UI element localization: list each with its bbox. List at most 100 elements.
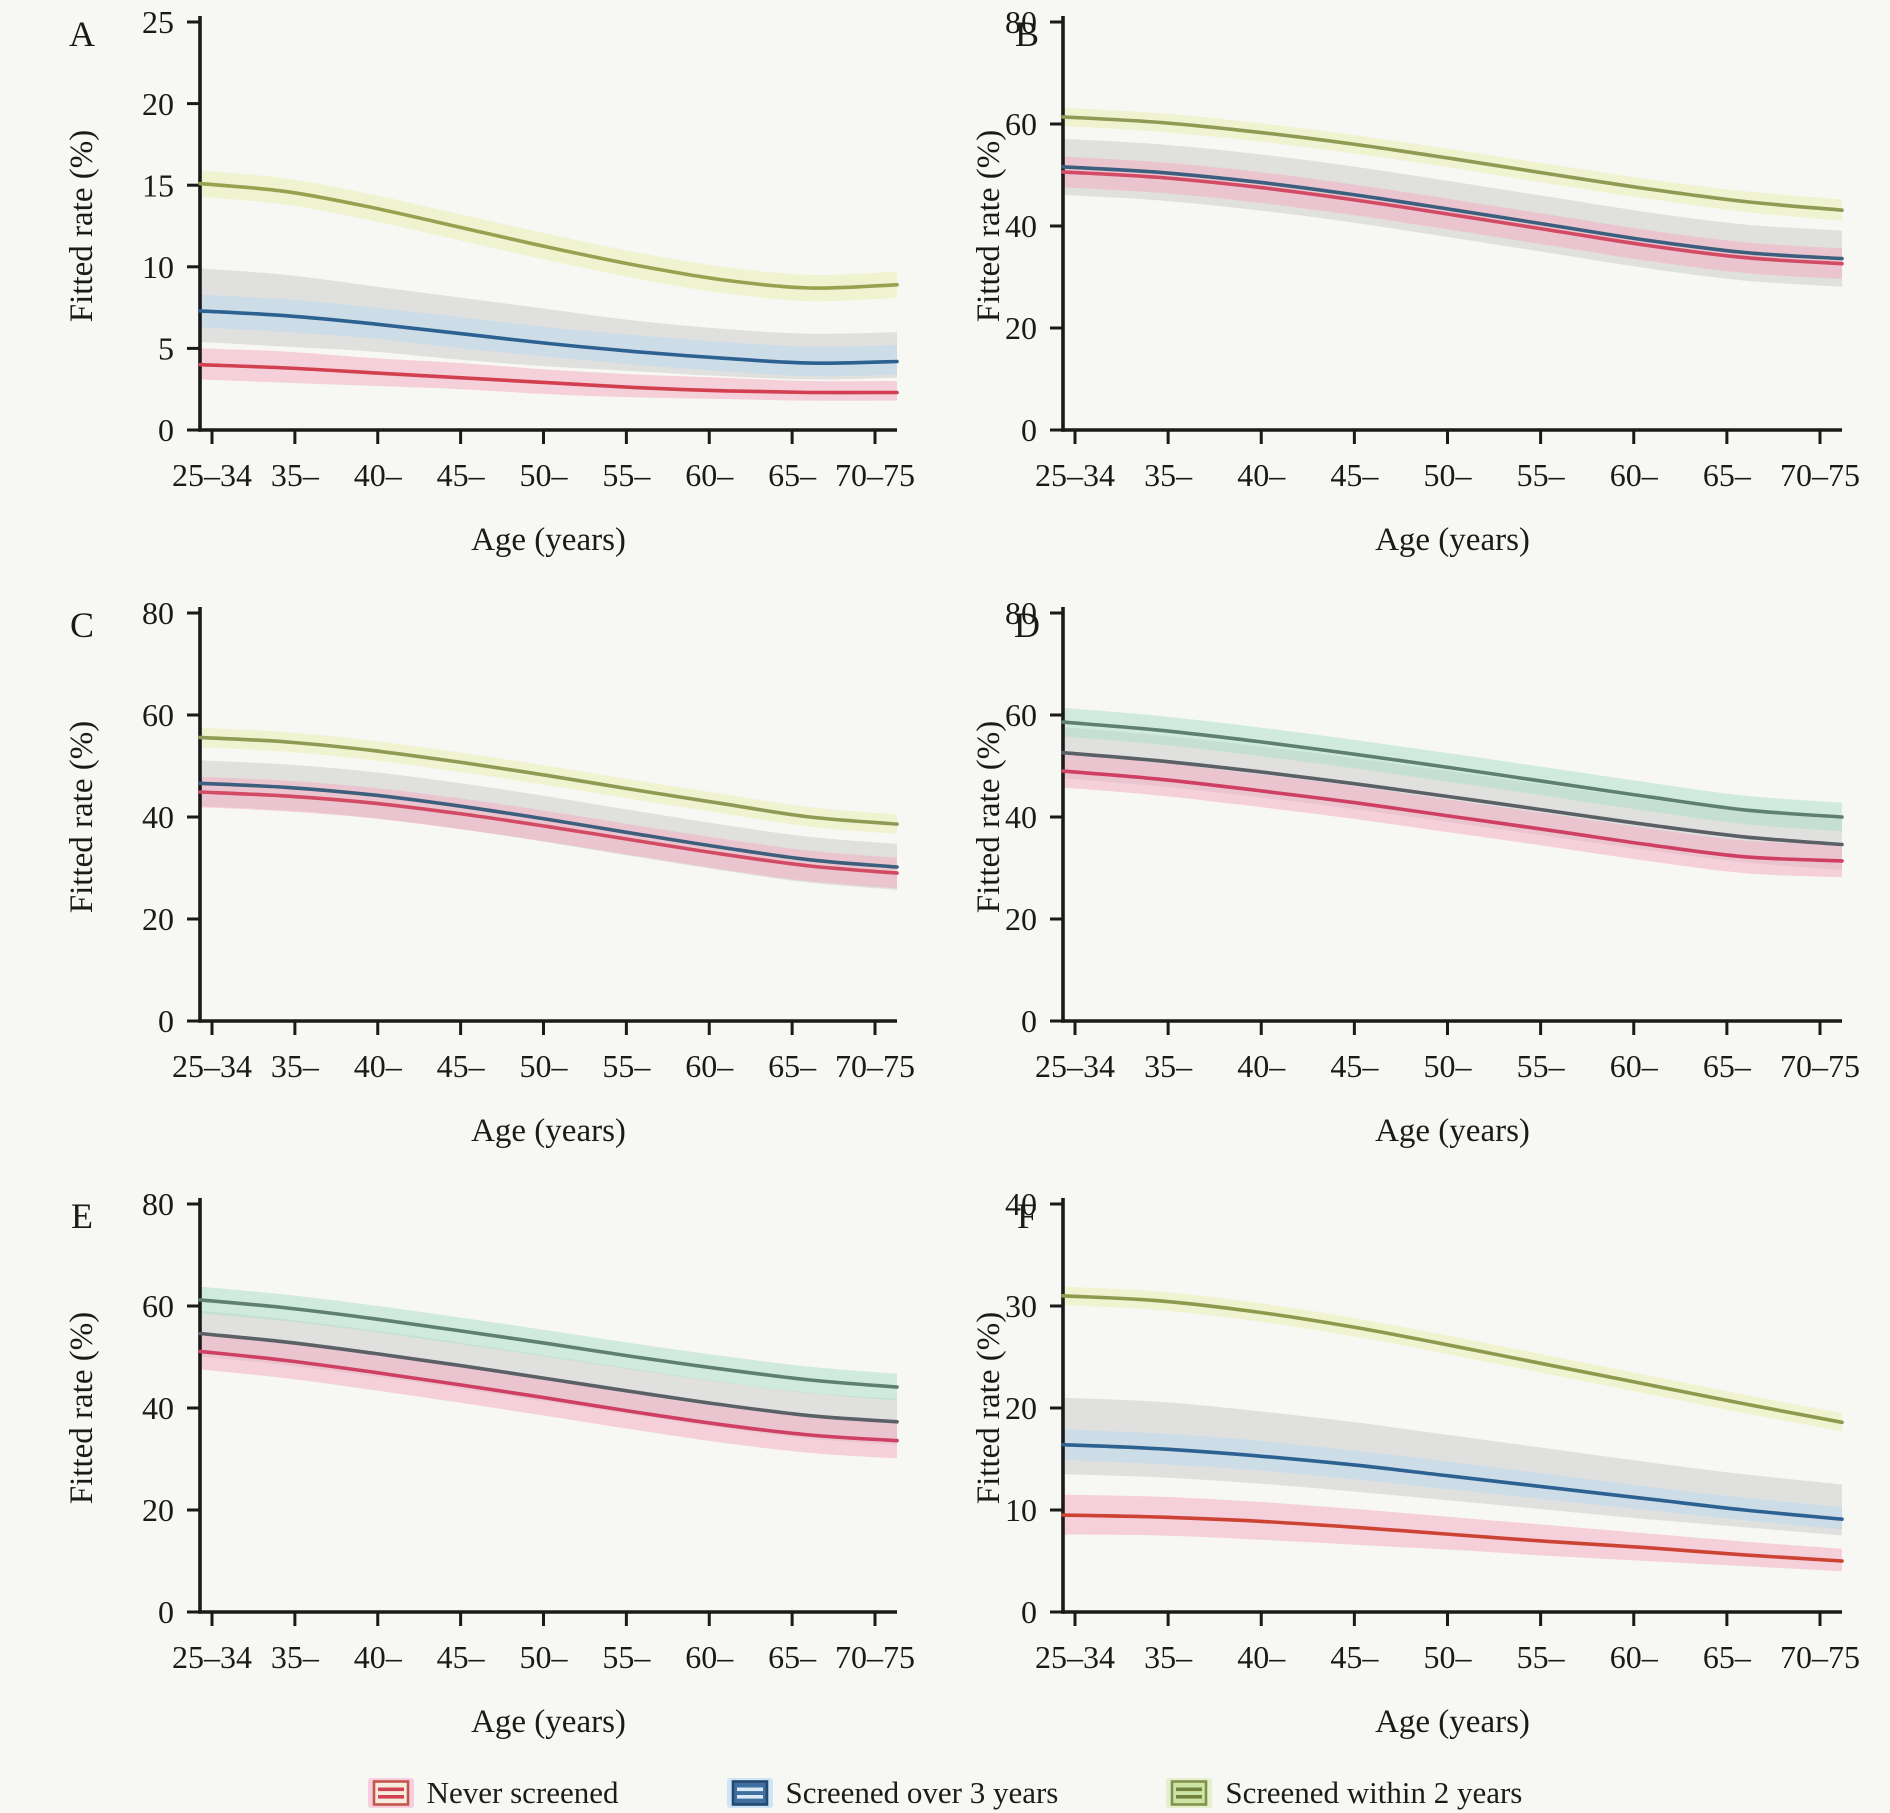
screened-over-3-years-swatch — [726, 1776, 773, 1810]
x-tick-label: 40– — [1237, 457, 1286, 493]
x-axis-title: Age (years) — [471, 522, 626, 558]
x-tick-label: 65– — [768, 457, 817, 493]
panel-F: 0 10 20 30 40 25–34 35– 40– 45– 50– 55– 60– 65– 70–75… — [945, 1182, 1890, 1773]
screened-over-3-years-line — [1061, 1442, 1844, 1521]
y-tick-label: 60 — [1005, 106, 1037, 142]
never-screened-band — [200, 776, 897, 889]
x-tick-label: 55– — [602, 1048, 651, 1084]
x-tick-label: 70–75 — [1780, 1639, 1860, 1675]
x-tick-label: 25–34 — [172, 1639, 252, 1675]
panel-D: 0 20 40 60 80 25–34 35– 40– 45– 50– 55– 60– 65– 70–75… — [945, 591, 1890, 1182]
x-tick-label: 60– — [1610, 1639, 1659, 1675]
x-tick-label: 70–75 — [835, 457, 915, 493]
x-tick-label: 50– — [520, 1639, 569, 1675]
y-tick-label: 20 — [1005, 901, 1037, 937]
x-tick-label: 70–75 — [835, 1639, 915, 1675]
x-tick-label: 40– — [1237, 1639, 1286, 1675]
y-axis-title: Fitted rate (%) — [971, 130, 1007, 322]
swatch-box — [731, 1780, 768, 1806]
y-axis-title: Fitted rate (%) — [971, 1312, 1007, 1504]
y-tick-label: 20 — [142, 901, 174, 937]
screened-over-3-years-inner-band — [200, 294, 897, 377]
legend-item-screened-over-3-years: Screened over 3 years — [726, 1775, 1059, 1811]
screened-over-3-years-line — [198, 1331, 899, 1424]
panel-letter: C — [70, 605, 94, 645]
panel-letter: E — [71, 1196, 93, 1236]
x-axis-title: Age (years) — [1375, 1113, 1530, 1149]
x-tick-label: 70–75 — [835, 1048, 915, 1084]
never-screened-band — [200, 1333, 897, 1459]
y-tick-label: 10 — [142, 249, 174, 285]
x-tick-label: 40– — [354, 1048, 403, 1084]
y-axis-title: Fitted rate (%) — [64, 130, 100, 322]
y-axis-title: Fitted rate (%) — [64, 721, 100, 913]
panel-D-chart: 0 20 40 60 80 25–34 35– 40– 45– 50– 55– 60– 65– 70–75… — [971, 595, 1860, 1149]
x-tick-label: 55– — [1517, 457, 1566, 493]
panel-A: 0 5 10 15 20 25 25–34 35– 40– 45– 50– 55– 60– 65– 70–7… — [0, 0, 945, 591]
screened-within-2-years-line — [1061, 720, 1844, 819]
x-tick-label: 40– — [354, 1639, 403, 1675]
never-screened-band — [200, 348, 897, 401]
x-tick-label: 70–75 — [1780, 1048, 1860, 1084]
y-tick-label: 10 — [1005, 1492, 1037, 1528]
panel-F-chart: 0 10 20 30 40 25–34 35– 40– 45– 50– 55– 60– 65– 70–75… — [971, 1186, 1860, 1740]
y-tick-label: 40 — [142, 1390, 174, 1426]
swatch-stripe — [1176, 1795, 1203, 1799]
y-tick-label: 80 — [142, 1186, 174, 1222]
swatch-stripe — [736, 1787, 763, 1792]
x-tick-label: 60– — [1610, 1048, 1659, 1084]
panel-letter: A — [69, 14, 95, 54]
screened-over-3-years-line — [198, 781, 899, 869]
x-tick-label: 60– — [685, 457, 734, 493]
swatch-stripe — [736, 1795, 763, 1799]
y-tick-label: 30 — [1005, 1288, 1037, 1324]
x-tick-label: 65– — [1703, 1639, 1752, 1675]
x-tick-label: 55– — [602, 1639, 651, 1675]
y-tick-label: 60 — [1005, 697, 1037, 733]
panel-B: 0 20 40 60 80 25–34 35– 40– 45– 50– 55– 60– 65– 70–75… — [945, 0, 1890, 591]
y-tick-label: 40 — [1005, 799, 1037, 835]
figure-grid: 0 5 10 15 20 25 25–34 35– 40– 45– 50– 55– 60– 65– 70–7… — [0, 0, 1890, 1773]
x-tick-label: 50– — [1424, 457, 1473, 493]
y-axis-title: Fitted rate (%) — [971, 721, 1007, 913]
screened-over-3-years-line — [1061, 750, 1844, 847]
never-screened-line — [1061, 170, 1844, 266]
screened-within-2-years-line — [1061, 115, 1844, 212]
x-tick-label: 50– — [520, 1048, 569, 1084]
x-tick-label: 70–75 — [1780, 457, 1860, 493]
y-axis-title: Fitted rate (%) — [64, 1312, 100, 1504]
swatch-stripe — [377, 1787, 404, 1792]
x-tick-label: 25–34 — [1035, 1048, 1115, 1084]
legend-label-never-screened: Never screened — [426, 1775, 619, 1810]
legend-item-screened-within-2-years: Screened within 2 years — [1166, 1775, 1522, 1811]
legend-label-screened-over-3-years: Screened over 3 years — [785, 1775, 1059, 1810]
x-tick-label: 55– — [1517, 1639, 1566, 1675]
x-axis-title: Age (years) — [471, 1704, 626, 1740]
screened-within-2-years-band — [1063, 107, 1842, 221]
x-tick-label: 25–34 — [1035, 457, 1115, 493]
legend-item-never-screened: Never screened — [367, 1775, 619, 1811]
screened-over-3-years-line — [198, 309, 899, 365]
panel-E: 0 20 40 60 80 25–34 35– 40– 45– 50– 55– 60– 65– 70–75… — [0, 1182, 945, 1773]
panel-letter: D — [1014, 605, 1040, 645]
x-tick-label: 25–34 — [1035, 1639, 1115, 1675]
never-screened-swatch — [367, 1776, 414, 1810]
x-tick-label: 35– — [271, 1639, 320, 1675]
x-tick-label: 45– — [1330, 1639, 1379, 1675]
panel-letter: F — [1017, 1196, 1037, 1236]
x-tick-label: 40– — [354, 457, 403, 493]
legend: Never screened Screened over 3 years Scr… — [0, 1773, 1890, 1813]
x-tick-label: 35– — [1144, 457, 1193, 493]
x-tick-label: 25–34 — [172, 1048, 252, 1084]
x-tick-label: 50– — [520, 457, 569, 493]
y-tick-label: 80 — [1005, 595, 1037, 631]
y-tick-label: 40 — [1005, 1186, 1037, 1222]
x-axis-title: Age (years) — [1375, 522, 1530, 558]
x-tick-label: 35– — [271, 1048, 320, 1084]
x-tick-label: 65– — [1703, 457, 1752, 493]
never-screened-line — [1061, 769, 1844, 863]
x-tick-label: 45– — [437, 1639, 486, 1675]
screened-within-2-years-line — [198, 735, 899, 826]
panel-B-chart: 0 20 40 60 80 25–34 35– 40– 45– 50– 55– 60– 65– 70–75… — [971, 4, 1860, 558]
x-tick-label: 60– — [685, 1639, 734, 1675]
